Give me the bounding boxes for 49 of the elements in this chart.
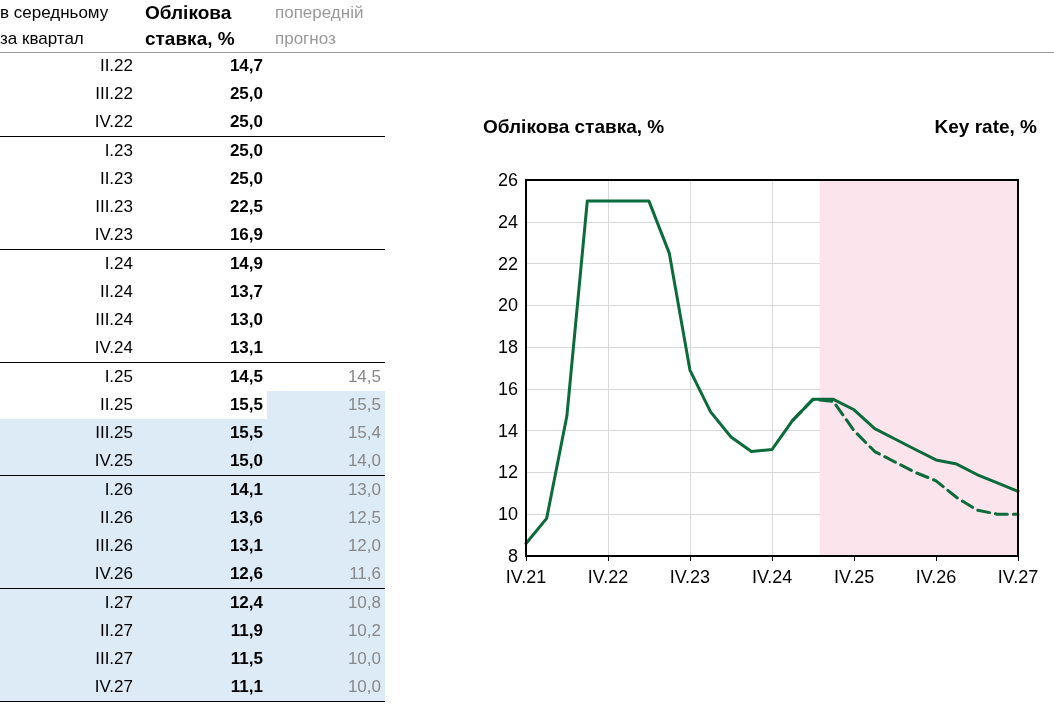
x-tick-label: IV.23 bbox=[669, 567, 711, 587]
data-label: 25,0 bbox=[228, 111, 264, 133]
y-tick-label: 8 bbox=[507, 546, 518, 566]
y-tick-label: 14 bbox=[497, 420, 518, 441]
y-tick-label: II.25 bbox=[98, 394, 134, 416]
y-tick-label: 10 bbox=[497, 504, 518, 525]
chart-title: Облікова ставка, % bbox=[483, 116, 665, 137]
data-label: 14,5 bbox=[228, 366, 264, 388]
y-tick-label: II.23 bbox=[98, 168, 134, 190]
y-tick-label: 24 bbox=[497, 211, 518, 232]
chart-subtitle: Key rate, % bbox=[934, 116, 1038, 137]
x-tick-label: IV.25 bbox=[833, 567, 875, 587]
y-tick-label: IV.23 bbox=[93, 224, 134, 246]
x-tick-label: попередній прогноз bbox=[274, 2, 365, 50]
y-tick-label: 22 bbox=[497, 253, 518, 274]
y-tick-label: III.24 bbox=[94, 309, 134, 331]
y-tick-label: I.24 bbox=[103, 253, 134, 275]
x-tick-label: IV.27 bbox=[997, 567, 1039, 587]
y-tick-label: I.25 bbox=[103, 366, 134, 388]
x-tick-label: IV.21 bbox=[505, 567, 547, 587]
data-label: 13,0 bbox=[228, 309, 264, 331]
y-axis-title: в середньому за квартал bbox=[0, 2, 110, 50]
data-label: 13,7 bbox=[228, 281, 264, 303]
data-label: 14,5 bbox=[346, 366, 382, 388]
data-label: 22,5 bbox=[228, 196, 264, 218]
y-tick-label: 20 bbox=[497, 295, 518, 316]
y-tick-label: II.24 bbox=[98, 281, 134, 303]
data-label: 15,5 bbox=[228, 394, 264, 416]
y-tick-label: II.22 bbox=[98, 55, 134, 77]
y-tick-label: IV.24 bbox=[93, 337, 134, 359]
data-label: 13,1 bbox=[228, 337, 264, 359]
y-tick-label: III.22 bbox=[94, 83, 134, 105]
y-tick-label: I.23 bbox=[103, 140, 134, 162]
data-label: 25,0 bbox=[228, 83, 264, 105]
y-tick-label: 26 bbox=[497, 170, 518, 190]
y-tick-label: III.23 bbox=[94, 196, 134, 218]
y-tick-label: 16 bbox=[497, 378, 518, 399]
x-tick-label: IV.24 bbox=[751, 567, 793, 587]
y-tick-label: 18 bbox=[497, 337, 518, 358]
x-tick-label: IV.26 bbox=[915, 567, 957, 587]
data-label: 16,9 bbox=[228, 224, 264, 246]
line-series bbox=[524, 199, 1020, 545]
data-label: 25,0 bbox=[228, 168, 264, 190]
data-label: 14,9 bbox=[228, 253, 264, 275]
x-tick-label: IV.22 bbox=[587, 567, 629, 587]
data-label: 14,7 bbox=[228, 55, 264, 77]
y-tick-label: IV.22 bbox=[93, 111, 134, 133]
y-tick-label: 12 bbox=[497, 462, 518, 483]
data-label: 25,0 bbox=[228, 140, 264, 162]
